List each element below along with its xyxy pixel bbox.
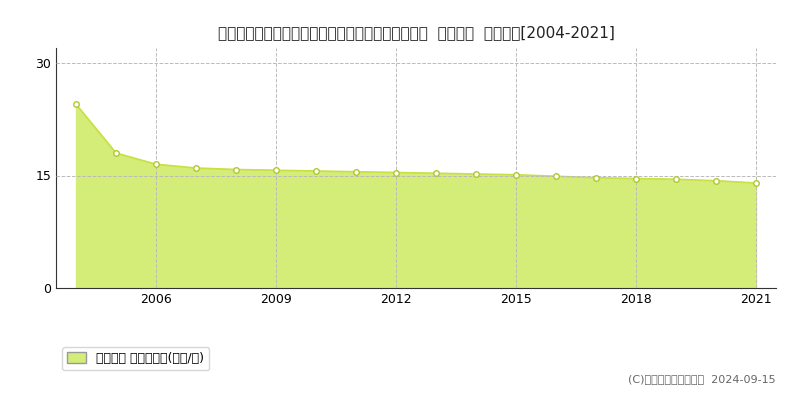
Title: 愛知県知多郡南知多町大字内海字亥新田１１９番外  地価公示  地価推移[2004-2021]: 愛知県知多郡南知多町大字内海字亥新田１１９番外 地価公示 地価推移[2004-2… <box>218 25 614 40</box>
Legend: 地価公示 平均坪単価(万円/坪): 地価公示 平均坪単価(万円/坪) <box>62 347 209 370</box>
Text: (C)土地価格ドットコム  2024-09-15: (C)土地価格ドットコム 2024-09-15 <box>628 374 776 384</box>
